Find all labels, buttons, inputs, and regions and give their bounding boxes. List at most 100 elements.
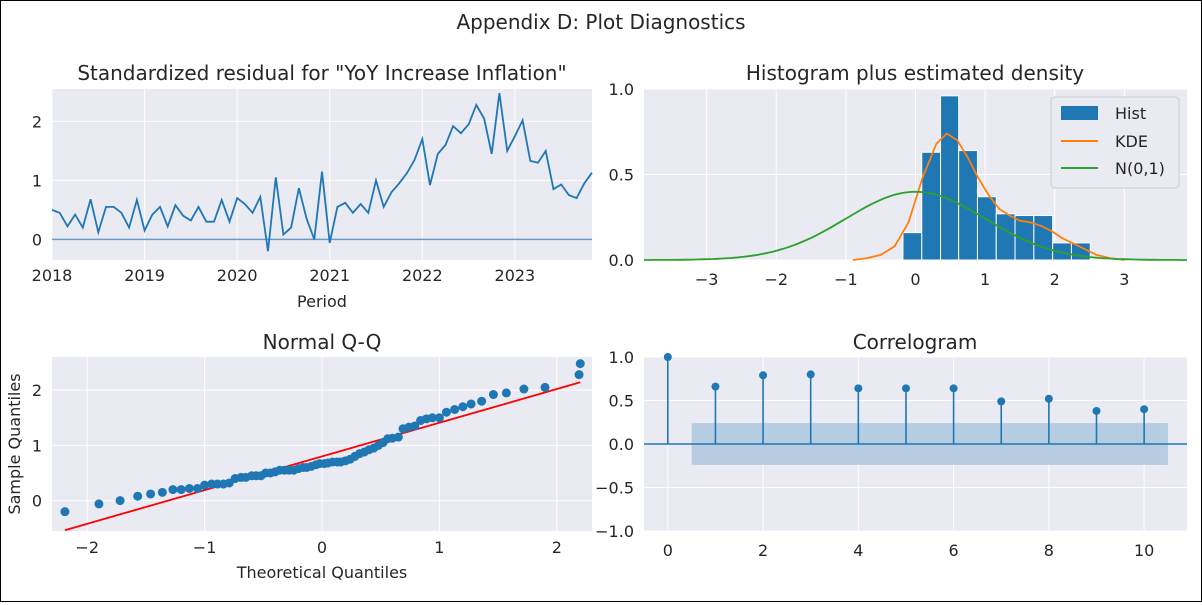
acf-x-tick: 8 (1044, 541, 1054, 560)
residual-y-ticks: 0 1 2 (32, 112, 42, 249)
qq-y-tick: 2 (32, 381, 42, 400)
qq-point (410, 421, 420, 431)
normal-density-line (644, 190, 1187, 261)
residual-y-tick: 2 (32, 112, 42, 131)
qq-points (60, 359, 585, 517)
residual-y-tick: 1 (32, 171, 42, 190)
residual-series-line (51, 92, 593, 252)
residual-x-tick: 2023 (495, 266, 536, 285)
residual-x-tick: 2022 (402, 266, 443, 285)
histogram-bar (995, 213, 1016, 261)
qq-point (157, 487, 167, 497)
histogram-bar (940, 95, 960, 261)
qq-point (540, 382, 550, 392)
residual-x-tick: 2021 (309, 266, 350, 285)
qq-point (575, 359, 585, 369)
qq-panel: Normal Q-Q −2 −1 0 1 2 0 1 2 Theoretical Quant… (5, 330, 592, 582)
histogram-bar (921, 151, 942, 261)
qq-point (133, 491, 143, 501)
acf-y-tick: 0.5 (609, 392, 634, 411)
acf-panel: Correlogram 0 2 4 6 8 10 −1.0 −0.5 0.0 0.5 1.0 (595, 330, 1187, 560)
qq-grid (52, 357, 592, 531)
qq-point (200, 480, 210, 490)
qq-point (176, 485, 186, 495)
acf-x-tick: 4 (853, 541, 863, 560)
qq-x-tick: −1 (193, 538, 217, 557)
qq-x-tick: −2 (75, 538, 99, 557)
acf-point (997, 397, 1006, 406)
acf-point (759, 371, 768, 380)
qq-y-tick: 0 (32, 492, 42, 511)
qq-point (146, 489, 156, 499)
acf-point (1044, 394, 1053, 403)
histogram-x-tick: −1 (834, 270, 858, 289)
acf-point (1140, 405, 1149, 414)
residual-panel: Standardized residual for "YoY Increase … (32, 61, 593, 311)
acf-point (663, 353, 672, 361)
residual-xlabel: Period (297, 292, 347, 311)
histogram-legend: Hist KDE N(0,1) (1050, 96, 1180, 189)
residual-x-tick: 2018 (32, 266, 73, 285)
histogram-x-tick: 1 (980, 270, 990, 289)
residual-x-tick: 2020 (217, 266, 258, 285)
histogram-x-tick: −3 (695, 270, 719, 289)
qq-point (477, 396, 487, 406)
acf-x-tick: 6 (949, 541, 959, 560)
qq-point (574, 370, 584, 380)
histogram-y-tick: 0.5 (609, 166, 634, 185)
qq-x-tick: 2 (552, 538, 562, 557)
acf-x-tick: 0 (663, 541, 673, 560)
qq-point (184, 483, 194, 493)
qq-title: Normal Q-Q (263, 330, 382, 354)
qq-x-tick: 1 (434, 538, 444, 557)
histogram-bar (1033, 215, 1054, 261)
histogram-bar (976, 196, 997, 261)
acf-y-ticks: −1.0 −0.5 0.0 0.5 1.0 (595, 348, 634, 541)
qq-x-tick: 0 (317, 538, 327, 557)
qq-point (193, 483, 203, 493)
acf-title: Correlogram (853, 330, 978, 354)
acf-point (806, 370, 815, 379)
acf-point (901, 384, 910, 393)
acf-x-tick: 10 (1134, 541, 1154, 560)
legend-kde-label: KDE (1115, 132, 1148, 151)
qq-x-ticks: −2 −1 0 1 2 (75, 538, 561, 557)
acf-y-tick: −0.5 (595, 479, 634, 498)
legend-normal-label: N(0,1) (1115, 159, 1165, 178)
histogram-title: Histogram plus estimated density (746, 61, 1084, 85)
histogram-panel: Histogram plus estimated density −3 −2 −1 0… (609, 61, 1187, 289)
qq-point (519, 384, 529, 394)
residual-x-tick: 2019 (124, 266, 165, 285)
histogram-x-tick: 3 (1119, 270, 1129, 289)
acf-point (949, 384, 958, 393)
legend-hist-swatch (1061, 106, 1098, 120)
acf-stems (663, 353, 1149, 444)
qq-point (115, 496, 125, 506)
qq-point (501, 388, 511, 398)
qq-y-ticks: 0 1 2 (32, 381, 42, 510)
histogram-bar (902, 232, 923, 261)
qq-point (488, 390, 498, 400)
histogram-x-tick: 2 (1050, 270, 1060, 289)
qq-ylabel: Sample Quantiles (5, 373, 24, 514)
qq-fit-line (64, 381, 581, 532)
acf-y-tick: 1.0 (609, 348, 634, 367)
acf-x-tick: 2 (758, 541, 768, 560)
qq-point (60, 507, 70, 517)
histogram-y-tick: 0.0 (609, 251, 634, 270)
histogram-x-tick: 0 (910, 270, 920, 289)
qq-point (427, 413, 437, 423)
acf-y-tick: −1.0 (595, 522, 634, 541)
qq-point (450, 404, 460, 414)
acf-y-tick: 0.0 (609, 435, 634, 454)
histogram-x-ticks: −3 −2 −1 0 1 2 3 (695, 270, 1130, 289)
acf-point (1092, 406, 1101, 415)
qq-y-tick: 1 (32, 436, 42, 455)
acf-point (711, 382, 720, 391)
legend-hist-label: Hist (1115, 104, 1146, 123)
qq-point (94, 499, 104, 509)
acf-x-ticks: 0 2 4 6 8 10 (663, 541, 1155, 560)
histogram-x-tick: −2 (764, 270, 788, 289)
